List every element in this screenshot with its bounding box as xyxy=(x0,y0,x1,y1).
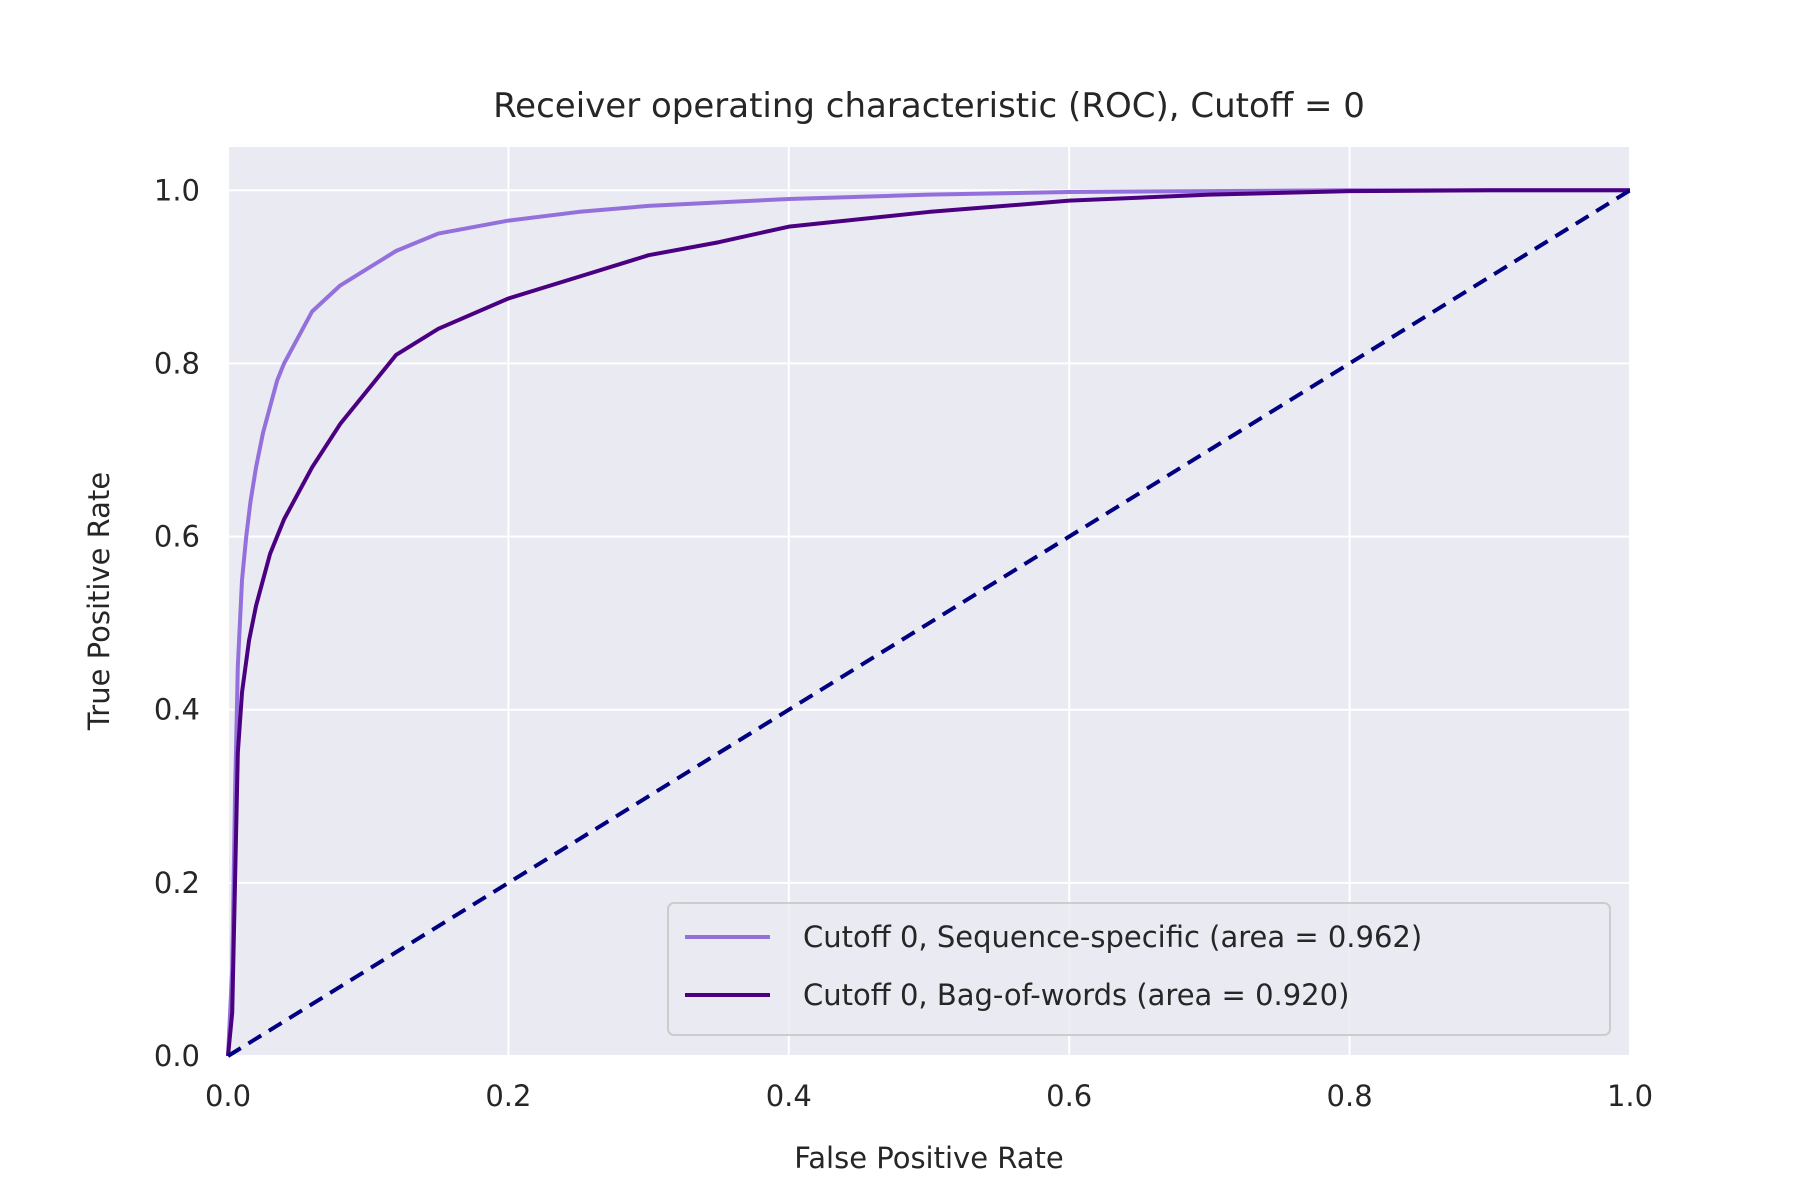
chart-title: Receiver operating characteristic (ROC),… xyxy=(493,86,1365,126)
y-tick-label: 0.4 xyxy=(154,693,200,727)
x-tick-label: 0.4 xyxy=(766,1079,812,1113)
y-axis-label: True Positive Rate xyxy=(82,472,116,731)
x-tick-label: 0.8 xyxy=(1327,1079,1373,1113)
x-axis-label: False Positive Rate xyxy=(794,1141,1064,1175)
legend-box xyxy=(667,902,1611,1036)
grid xyxy=(227,147,1631,1057)
legend: Cutoff 0, Sequence-specific (area = 0.96… xyxy=(667,902,1611,1036)
series-layer xyxy=(226,188,1632,1058)
legend-label-sequence-specific: Cutoff 0, Sequence-specific (area = 0.96… xyxy=(803,920,1422,954)
y-tick-label: 0.8 xyxy=(154,346,200,380)
y-tick-label: 0.0 xyxy=(154,1039,200,1073)
x-tick-label: 1.0 xyxy=(1607,1079,1653,1113)
x-tick-label: 0.6 xyxy=(1046,1079,1092,1113)
y-tick-label: 0.2 xyxy=(154,866,200,900)
legend-label-bag-of-words: Cutoff 0, Bag-of-words (area = 0.920) xyxy=(803,978,1349,1012)
chance-diagonal xyxy=(226,188,1632,1058)
x-tick-label: 0.2 xyxy=(485,1079,531,1113)
tick-labels: 0.0 0.2 0.4 0.6 0.8 1.0 0.0 0.2 0.4 0.6 0.8 1.0 xyxy=(154,173,1653,1113)
roc-curve-bag-of-words xyxy=(226,188,1630,1057)
y-tick-label: 0.6 xyxy=(154,520,200,554)
y-tick-label: 1.0 xyxy=(154,173,200,207)
x-tick-label: 0.0 xyxy=(205,1079,251,1113)
roc-curve-sequence-specific xyxy=(226,188,1630,1057)
